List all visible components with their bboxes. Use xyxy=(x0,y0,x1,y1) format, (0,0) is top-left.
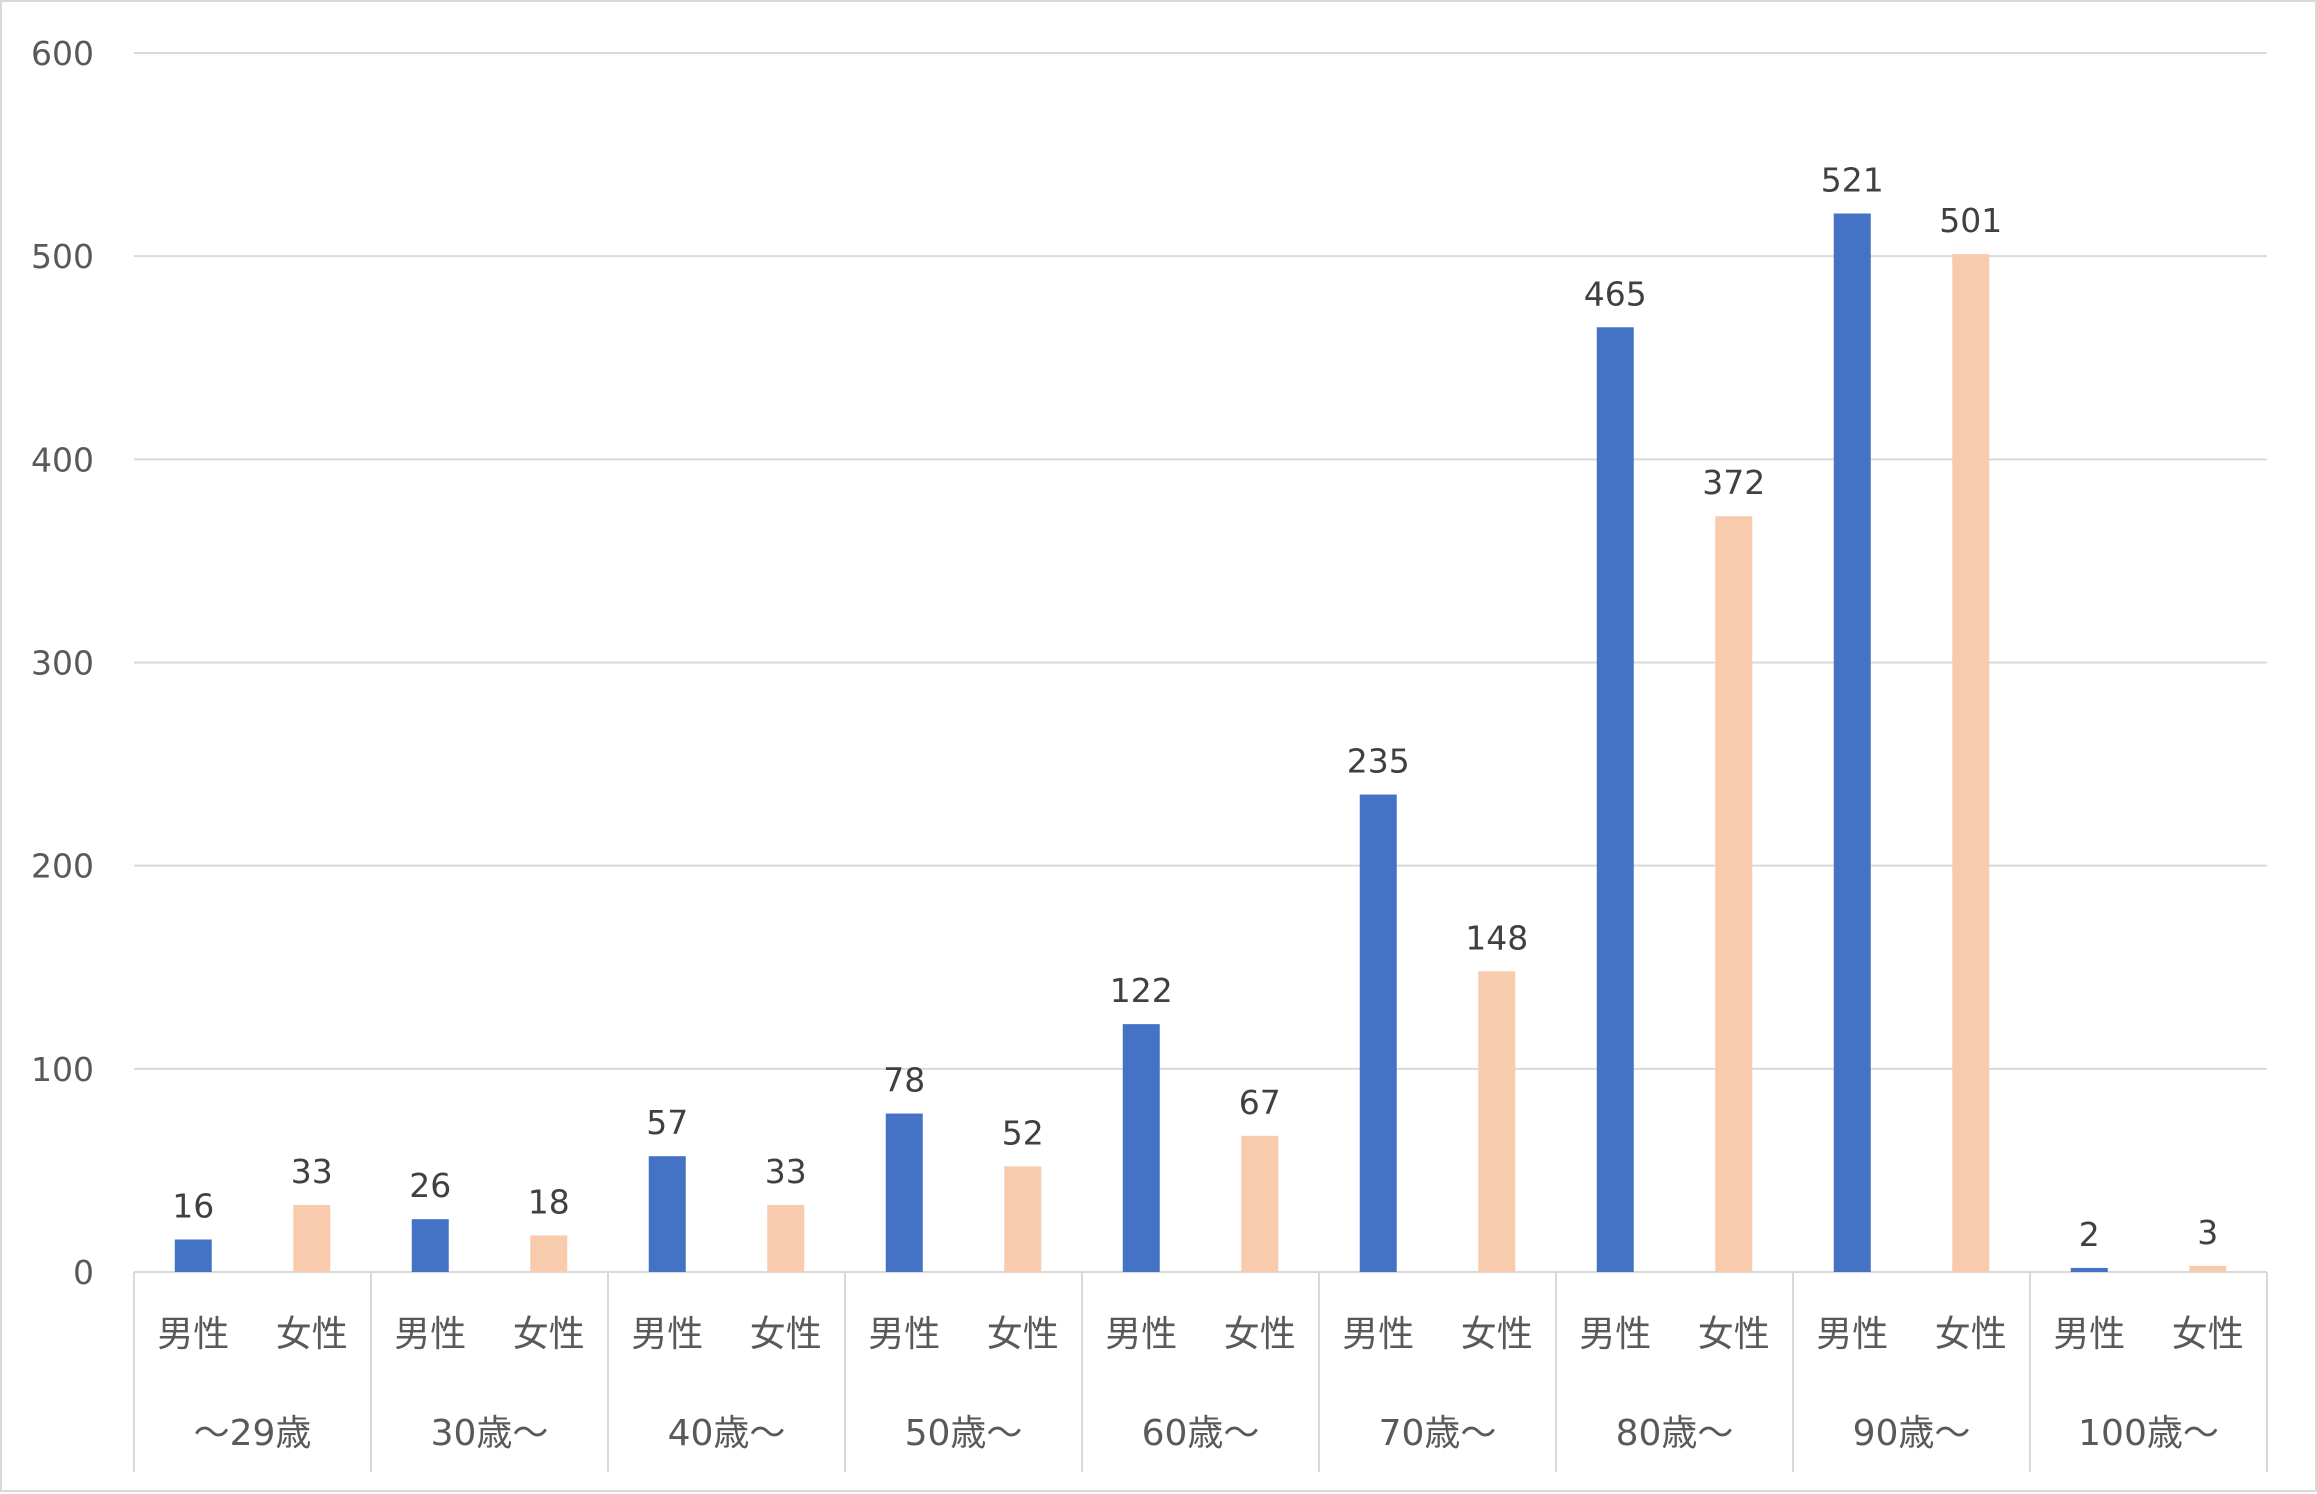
y-tick-label: 400 xyxy=(31,440,94,479)
sub-category-label: 女性 xyxy=(513,1314,585,1355)
data-label: 57 xyxy=(646,1103,688,1142)
category-label: 70歳～ xyxy=(1379,1413,1497,1454)
category-label: 30歳～ xyxy=(431,1413,549,1454)
data-label: 122 xyxy=(1110,971,1173,1010)
bar-female-1 xyxy=(530,1235,568,1272)
bar-male-0 xyxy=(174,1239,212,1272)
category-label: 50歳～ xyxy=(905,1413,1023,1454)
bar-male-4 xyxy=(1122,1024,1160,1272)
y-tick-label: 200 xyxy=(31,847,94,886)
bar-male-3 xyxy=(885,1113,923,1272)
sub-category-label: 女性 xyxy=(276,1314,348,1355)
sub-category-label: 男性 xyxy=(1579,1314,1651,1355)
data-label: 33 xyxy=(291,1152,333,1191)
y-tick-label: 300 xyxy=(31,644,94,683)
bar-female-6 xyxy=(1715,516,1753,1272)
sub-category-label: 男性 xyxy=(1105,1314,1177,1355)
bar-male-2 xyxy=(648,1156,686,1272)
bar-female-4 xyxy=(1241,1135,1279,1272)
bar-male-8 xyxy=(2070,1267,2108,1272)
y-tick-label: 0 xyxy=(73,1253,94,1292)
data-label: 18 xyxy=(528,1182,570,1221)
sub-category-label: 女性 xyxy=(987,1314,1059,1355)
sub-category-label: 女性 xyxy=(1224,1314,1296,1355)
sub-category-label: 男性 xyxy=(631,1314,703,1355)
category-label: 80歳～ xyxy=(1616,1413,1734,1454)
data-label: 16 xyxy=(172,1186,214,1225)
sub-category-label: 女性 xyxy=(750,1314,822,1355)
sub-category-label: 女性 xyxy=(1461,1314,1533,1355)
bar-female-0 xyxy=(293,1204,331,1272)
bar-female-3 xyxy=(1004,1166,1042,1272)
category-label: 90歳～ xyxy=(1853,1413,1971,1454)
data-label: 465 xyxy=(1584,274,1647,313)
data-label: 52 xyxy=(1002,1113,1044,1152)
data-label: 372 xyxy=(1702,463,1765,502)
category-label: ～29歳 xyxy=(194,1413,312,1454)
sub-category-label: 男性 xyxy=(2053,1314,2125,1355)
data-label: 501 xyxy=(1939,201,2002,240)
category-label: 60歳～ xyxy=(1142,1413,1260,1454)
data-label: 148 xyxy=(1465,918,1528,957)
bar-male-7 xyxy=(1833,213,1871,1272)
y-tick-label: 100 xyxy=(31,1050,94,1089)
sub-category-label: 男性 xyxy=(157,1314,229,1355)
sub-category-label: 男性 xyxy=(868,1314,940,1355)
sub-category-label: 女性 xyxy=(1698,1314,1770,1355)
data-label: 521 xyxy=(1821,161,1884,200)
bar-male-5 xyxy=(1359,794,1397,1272)
data-label: 26 xyxy=(409,1166,451,1205)
sub-category-label: 女性 xyxy=(2172,1314,2244,1355)
category-label: 40歳～ xyxy=(668,1413,786,1454)
bar-male-1 xyxy=(411,1219,449,1272)
data-label: 3 xyxy=(2197,1213,2218,1252)
bar-male-6 xyxy=(1596,327,1634,1272)
data-label: 235 xyxy=(1347,742,1410,781)
data-label: 78 xyxy=(883,1061,925,1100)
y-tick-label: 600 xyxy=(31,34,94,73)
data-label: 2 xyxy=(2079,1215,2100,1254)
sub-category-label: 男性 xyxy=(1342,1314,1414,1355)
bar-female-8 xyxy=(2189,1265,2227,1272)
bar-female-2 xyxy=(767,1204,805,1272)
bar-female-5 xyxy=(1478,971,1516,1272)
data-label: 33 xyxy=(765,1152,807,1191)
bar-female-7 xyxy=(1952,254,1990,1272)
y-tick-label: 500 xyxy=(31,237,94,276)
sub-category-label: 男性 xyxy=(1816,1314,1888,1355)
data-label: 67 xyxy=(1239,1083,1281,1122)
category-label: 100歳～ xyxy=(2078,1413,2219,1454)
sub-category-label: 男性 xyxy=(394,1314,466,1355)
sub-category-label: 女性 xyxy=(1935,1314,2007,1355)
